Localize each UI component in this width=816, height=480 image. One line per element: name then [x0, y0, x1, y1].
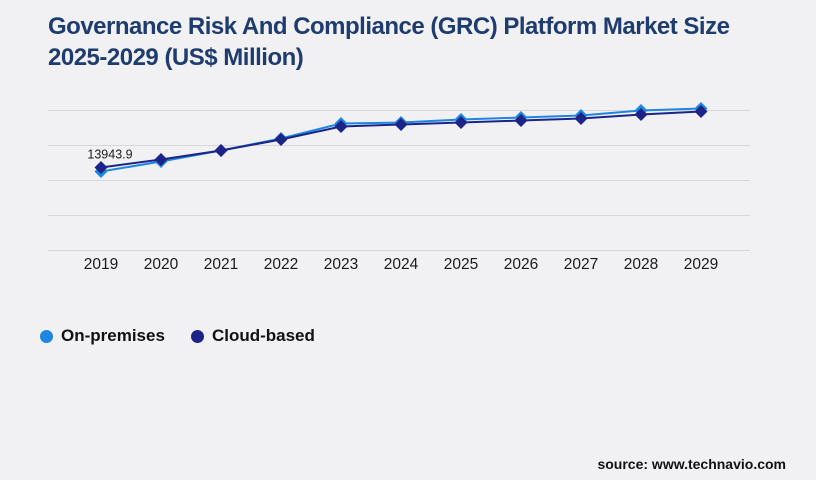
chart-legend: On-premises Cloud-based: [40, 326, 315, 346]
data-point-marker: [94, 161, 108, 175]
legend-marker-cloud-based-icon: [190, 329, 204, 343]
legend-item-on-premises[interactable]: On-premises: [40, 326, 165, 346]
x-tick-label: 2027: [564, 256, 598, 273]
data-point-marker: [334, 120, 348, 134]
x-tick-label: 2020: [144, 256, 179, 273]
x-tick-label: 2023: [324, 256, 358, 273]
legend-item-cloud-based[interactable]: Cloud-based: [190, 326, 315, 346]
x-tick-label: 2026: [504, 256, 538, 273]
data-point-marker: [634, 107, 648, 121]
x-tick-label: 2028: [624, 256, 658, 273]
x-tick-label: 2019: [84, 256, 118, 273]
data-point-marker: [154, 152, 168, 166]
data-point-marker: [274, 132, 288, 146]
data-point-marker: [694, 105, 708, 119]
data-point-marker: [514, 114, 528, 127]
x-tick-label: 2022: [264, 256, 298, 273]
x-tick-label: 2021: [204, 256, 238, 273]
data-point-marker: [394, 117, 408, 131]
chart-title: Governance Risk And Compliance (GRC) Pla…: [48, 13, 730, 71]
x-tick-label: 2024: [384, 256, 419, 273]
legend-label-cloud-based: Cloud-based: [211, 326, 315, 345]
legend-marker-on-premises-icon: [40, 329, 53, 343]
x-tick-label: 2029: [684, 256, 718, 273]
legend-label-on-premises: On-premises: [61, 326, 165, 345]
data-point-label: 13943.9: [87, 148, 132, 162]
data-point-marker: [574, 111, 588, 125]
source-attribution: source: www.technavio.com: [597, 456, 786, 472]
data-point-marker: [454, 116, 468, 130]
x-tick-label: 2025: [444, 256, 478, 273]
data-point-marker: [214, 144, 228, 157]
